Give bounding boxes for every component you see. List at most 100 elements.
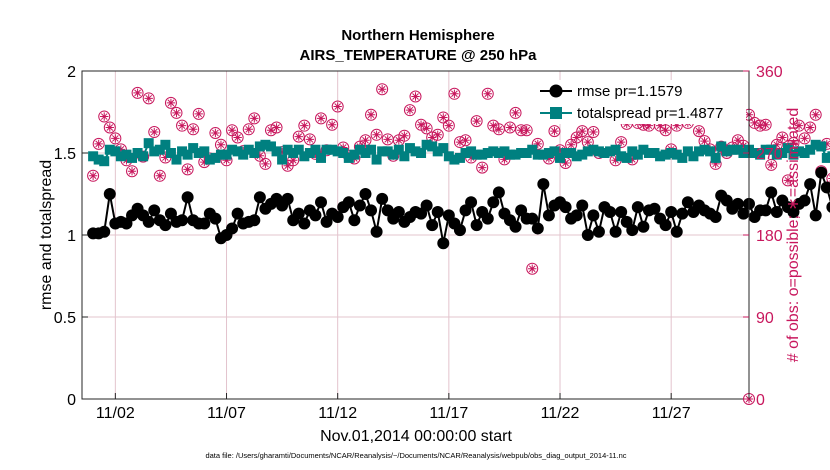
rmse-point bbox=[292, 207, 305, 220]
rmse-point bbox=[659, 219, 672, 232]
obs-possible-marker bbox=[781, 174, 794, 187]
obs-count-point bbox=[187, 123, 200, 136]
obs-assimilated-marker bbox=[511, 108, 520, 118]
obs-possible-marker bbox=[126, 165, 139, 178]
obs-assimilated-marker bbox=[522, 126, 531, 135]
obs-possible-marker bbox=[270, 121, 283, 134]
left-tick-label-3: 1.5 bbox=[54, 146, 76, 163]
obs-count-point bbox=[437, 111, 450, 124]
legend-spread-marker bbox=[550, 107, 562, 119]
obs-assimilated-marker bbox=[394, 136, 404, 145]
rmse-point bbox=[181, 191, 194, 204]
obs-count-point bbox=[509, 106, 522, 119]
totalspread-point bbox=[310, 144, 321, 155]
obs-possible-marker bbox=[176, 119, 189, 132]
obs-assimilated-marker bbox=[361, 136, 370, 145]
obs-count-point bbox=[409, 90, 422, 103]
right-tick-label-4: 360 bbox=[756, 64, 783, 81]
right-tick-label-3: 270 bbox=[756, 146, 783, 163]
totalspread-point bbox=[749, 148, 760, 158]
obs-assimilated-marker bbox=[672, 121, 681, 130]
obs-assimilated-marker bbox=[767, 160, 776, 170]
totalspread-point bbox=[99, 156, 110, 167]
chart-subtitle: AIRS_TEMPERATURE @ 250 hPa bbox=[300, 47, 538, 64]
rmse-point bbox=[470, 219, 483, 232]
totalspread-series bbox=[88, 138, 830, 167]
obs-possible-marker bbox=[659, 124, 672, 137]
totalspread-point bbox=[360, 148, 371, 158]
totalspread-point bbox=[127, 152, 138, 163]
totalspread-point bbox=[521, 148, 532, 158]
obs-possible-marker bbox=[798, 132, 811, 145]
totalspread-point bbox=[821, 152, 830, 163]
obs-possible-marker bbox=[520, 124, 533, 137]
obs-assimilated-marker bbox=[416, 120, 426, 129]
obs-assimilated-marker bbox=[366, 110, 376, 119]
obs-count-point bbox=[798, 132, 811, 145]
obs-possible-marker bbox=[365, 108, 378, 121]
totalspread-point bbox=[432, 146, 443, 157]
obs-count-point bbox=[181, 163, 194, 176]
obs-count-point bbox=[692, 125, 705, 138]
rmse-point bbox=[609, 225, 622, 238]
obs-assimilated-marker bbox=[489, 121, 498, 130]
totalspread-point bbox=[260, 139, 271, 150]
totalspread-point bbox=[193, 148, 204, 158]
obs-possible-marker bbox=[359, 134, 372, 147]
rmse-point bbox=[198, 217, 211, 230]
totalspread-point bbox=[655, 151, 666, 162]
obs-possible-marker bbox=[692, 125, 705, 138]
rmse-point bbox=[309, 209, 322, 222]
obs-possible-marker bbox=[470, 115, 483, 128]
rmse-point bbox=[420, 199, 433, 212]
obs-assimilated-marker bbox=[739, 141, 748, 150]
totalspread-point bbox=[466, 146, 477, 157]
obs-possible-marker bbox=[398, 129, 411, 142]
totalspread-point bbox=[243, 144, 254, 155]
obs-possible-marker bbox=[181, 163, 194, 176]
obs-possible-marker bbox=[409, 90, 422, 103]
obs-assimilated-marker bbox=[327, 120, 337, 129]
totalspread-point bbox=[460, 148, 471, 158]
rmse-point bbox=[770, 206, 783, 219]
totalspread-point bbox=[410, 146, 421, 157]
totalspread-point bbox=[182, 149, 193, 160]
obs-possible-marker bbox=[187, 123, 200, 136]
obs-possible-marker bbox=[481, 87, 494, 100]
totalspread-point bbox=[760, 144, 771, 155]
obs-assimilated-marker bbox=[316, 114, 326, 123]
obs-possible-marker bbox=[170, 106, 183, 119]
totalspread-point bbox=[660, 149, 671, 160]
totalspread-point bbox=[693, 146, 704, 157]
obs-count-point bbox=[526, 262, 539, 275]
totalspread-point bbox=[488, 146, 499, 157]
totalspread-point bbox=[293, 144, 304, 155]
rmse-point bbox=[159, 219, 172, 232]
totalspread-point bbox=[443, 151, 454, 162]
obs-count-point bbox=[98, 110, 111, 123]
x-tick-label-4: 11/22 bbox=[541, 405, 580, 422]
obs-assimilated-marker bbox=[611, 156, 620, 165]
rmse-point bbox=[665, 206, 678, 219]
obs-possible-marker bbox=[431, 128, 444, 141]
totalspread-point bbox=[671, 149, 682, 160]
obs-assimilated-marker bbox=[778, 133, 787, 142]
totalspread-point bbox=[588, 144, 599, 155]
rmse-point bbox=[820, 181, 830, 194]
obs-possible-marker bbox=[109, 132, 122, 145]
obs-count-point bbox=[615, 136, 628, 149]
totalspread-point bbox=[354, 144, 365, 155]
rmse-point bbox=[804, 178, 817, 191]
rmse-point bbox=[453, 224, 466, 237]
right-axis: 0 90 180 270 360 bbox=[743, 64, 783, 409]
totalspread-point bbox=[682, 146, 693, 157]
totalspread-point bbox=[416, 148, 427, 158]
totalspread-point bbox=[154, 144, 165, 155]
obs-assimilated-marker bbox=[227, 126, 237, 135]
obs-assimilated-marker bbox=[783, 176, 793, 185]
rmse-point bbox=[526, 212, 539, 225]
x-tick-label-0: 11/02 bbox=[96, 405, 135, 422]
rmse-point bbox=[359, 188, 372, 200]
totalspread-point bbox=[138, 151, 149, 162]
obs-assimilated-marker bbox=[277, 147, 287, 157]
